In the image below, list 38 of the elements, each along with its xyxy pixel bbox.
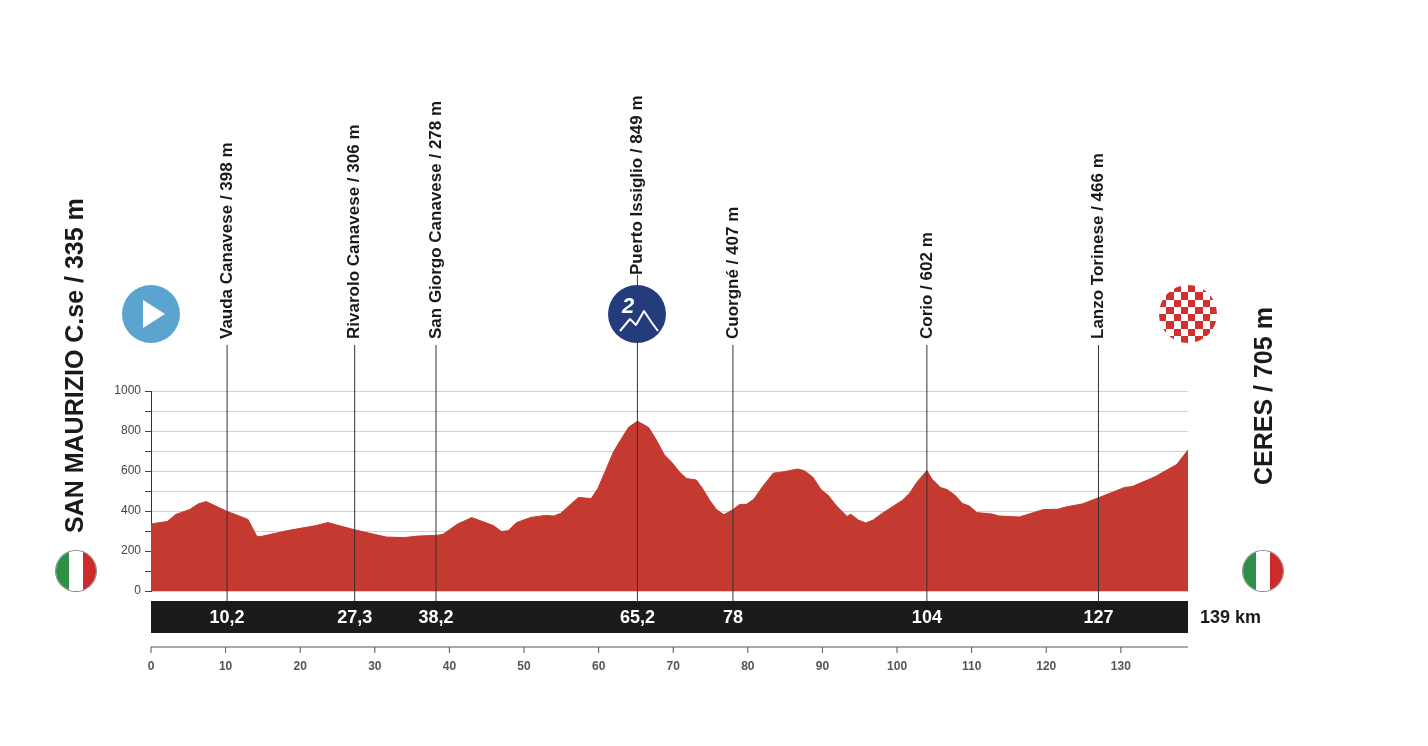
ref-line-label: Cuorgné / 407 m: [722, 206, 742, 339]
x2-tick-label: 38,2: [418, 606, 454, 627]
x-tick-label: 130: [1110, 658, 1132, 673]
x-tick-label: 110: [961, 658, 982, 673]
ref-line-label: Rivarolo Canavese / 306 m: [344, 124, 364, 339]
y-tick-label: 600: [120, 463, 142, 478]
y-tick-label: 1000: [114, 383, 142, 398]
x-tick-label: 60: [591, 658, 606, 673]
x-tick-label: 50: [517, 658, 532, 673]
x2-tick-label: 78: [722, 606, 743, 627]
y-tick-label: 200: [120, 543, 142, 558]
ref-line-label: Puerto Issiglio / 849 m: [627, 95, 647, 275]
x2-tick-label: 127: [1083, 606, 1114, 627]
x2-tick-label: 65,2: [619, 606, 655, 627]
mountain-icon: 2: [608, 285, 667, 343]
ref-line-label: Corio / 602 m: [916, 232, 936, 339]
x-tick-label: 40: [442, 658, 457, 673]
x-tick-label: 90: [815, 658, 830, 673]
y-tick-label: 800: [120, 423, 142, 438]
x-tick-label: 20: [293, 658, 308, 673]
x-tick-label: 120: [1036, 658, 1057, 673]
x-tick-label: 30: [368, 658, 382, 673]
x2-tick-label: 27,3: [337, 606, 373, 627]
x-tick-label: 100: [887, 658, 908, 673]
y-tick-label: 400: [120, 503, 142, 518]
text: CERES / 705 m: [1248, 307, 1277, 485]
x-tick-label: 70: [666, 658, 681, 673]
x2-tick-label: 104: [911, 606, 942, 627]
text: SAN MAURIZIO C.se / 335 m: [59, 198, 88, 533]
x2-tick-label: 10,2: [209, 606, 245, 627]
x-tick-label: 0: [147, 658, 155, 673]
text: 139 km: [1200, 607, 1262, 628]
ref-line-label: Lanzo Torinese / 466 m: [1088, 153, 1108, 339]
y-tick-label: 0: [134, 583, 142, 598]
ref-line-label: Vauda Canavese / 398 m: [216, 142, 236, 339]
x-tick-label: 10: [218, 658, 233, 673]
ref-line-label: San Giorgo Canavese / 278 m: [425, 100, 445, 339]
x-tick-label: 80: [741, 658, 755, 673]
